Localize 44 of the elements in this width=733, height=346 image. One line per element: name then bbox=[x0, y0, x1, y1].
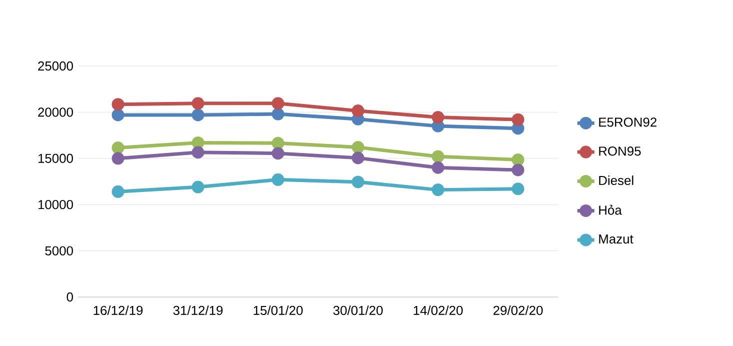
x-tick-label: 14/02/20 bbox=[414, 306, 463, 316]
point bbox=[192, 108, 204, 122]
y-tick-label: 0 bbox=[66, 292, 73, 302]
point bbox=[352, 176, 364, 188]
legend-label: Hỏa bbox=[599, 204, 622, 215]
x-tick-label: 15/01/20 bbox=[254, 306, 303, 316]
y-tick-label: 20000 bbox=[38, 108, 73, 117]
legend-label: Mazut bbox=[599, 234, 634, 244]
point bbox=[112, 152, 124, 165]
point bbox=[192, 97, 204, 110]
x-tick-label: 16/12/19 bbox=[94, 306, 143, 316]
point bbox=[112, 185, 124, 198]
point bbox=[512, 182, 524, 196]
point bbox=[272, 173, 284, 186]
point bbox=[512, 154, 524, 166]
point bbox=[352, 152, 364, 164]
legend-label: RON95 bbox=[599, 146, 641, 156]
point bbox=[432, 161, 444, 174]
point bbox=[432, 184, 444, 196]
point bbox=[272, 136, 284, 150]
point bbox=[352, 104, 364, 118]
point bbox=[112, 98, 124, 111]
y-tick-label: 25000 bbox=[38, 61, 73, 71]
point bbox=[432, 150, 444, 163]
point bbox=[272, 147, 284, 160]
legend-label: E5RON92 bbox=[599, 118, 656, 127]
point bbox=[272, 108, 284, 120]
point bbox=[512, 113, 524, 126]
y-tick-label: 5000 bbox=[45, 246, 73, 256]
point bbox=[192, 180, 204, 194]
x-tick-label: 29/02/20 bbox=[493, 306, 543, 316]
point bbox=[272, 97, 284, 110]
point bbox=[192, 136, 204, 149]
point bbox=[512, 164, 524, 176]
point bbox=[112, 108, 124, 122]
legend-label: Diesel bbox=[599, 176, 634, 186]
point bbox=[432, 111, 444, 124]
x-tick-label: 30/01/20 bbox=[333, 306, 383, 316]
y-tick-label: 15000 bbox=[38, 154, 73, 163]
y-tick-label: 10000 bbox=[38, 200, 73, 210]
x-tick-label: 31/12/19 bbox=[173, 306, 223, 316]
point bbox=[112, 142, 124, 154]
point bbox=[352, 141, 364, 154]
point bbox=[192, 146, 204, 159]
